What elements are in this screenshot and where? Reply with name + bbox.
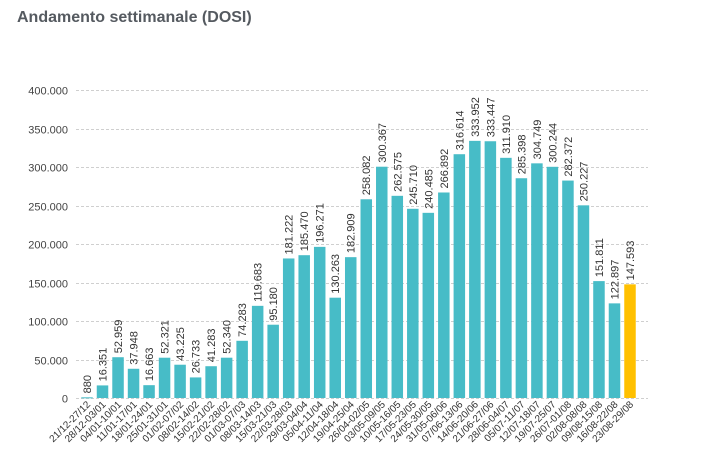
- bar: [360, 199, 373, 398]
- bar: [391, 195, 404, 398]
- data-label: 285.398: [516, 134, 528, 174]
- data-label: 147.593: [625, 241, 637, 281]
- data-label: 182.909: [346, 213, 358, 253]
- data-label: 26.733: [191, 340, 203, 374]
- y-tick-label: 300.000: [28, 163, 68, 175]
- data-label: 16.663: [144, 348, 156, 382]
- chart-title: Andamento settimanale (DOSI): [17, 9, 252, 26]
- data-label: 300.367: [377, 123, 389, 163]
- bar: [515, 178, 528, 398]
- bar: [251, 305, 264, 398]
- y-axis-ticks: 0 50.000 100.000 150.000 200.000 250.000 300.0…: [28, 86, 68, 406]
- data-label: 181.222: [284, 215, 296, 255]
- bar: [267, 324, 279, 398]
- bar: [500, 157, 512, 398]
- bar: [562, 180, 574, 398]
- bar: [189, 377, 202, 398]
- bar: [220, 357, 233, 398]
- bar: [438, 192, 450, 398]
- data-label: 52.321: [160, 320, 172, 354]
- data-label: 240.485: [423, 169, 435, 209]
- data-label: 282.372: [563, 137, 575, 177]
- data-label: 250.227: [578, 162, 590, 202]
- bar: [81, 397, 93, 399]
- bar: [593, 281, 605, 398]
- data-label: 196.271: [315, 203, 327, 243]
- data-label: 119.683: [253, 263, 265, 302]
- data-label: 185.470: [299, 211, 311, 251]
- bar: [158, 357, 171, 398]
- bar: [624, 284, 636, 398]
- y-tick-label: 150.000: [28, 279, 68, 291]
- bar: [422, 212, 435, 398]
- data-label: 304.749: [532, 120, 544, 160]
- bar: [453, 154, 466, 398]
- bar: [282, 258, 295, 398]
- data-label: 333.447: [485, 97, 497, 137]
- data-label: 16.351: [98, 348, 110, 382]
- data-label: 52.340: [222, 320, 234, 354]
- y-tick-label: 250.000: [28, 202, 68, 214]
- data-label: 262.575: [392, 152, 404, 192]
- bars: [81, 140, 636, 399]
- bar: [298, 255, 310, 398]
- bar: [546, 166, 559, 398]
- data-label: 333.952: [470, 97, 482, 137]
- y-tick-label: 100.000: [28, 317, 68, 329]
- y-tick-label: 0: [62, 394, 68, 406]
- data-label: 37.948: [129, 331, 141, 365]
- data-label: 880: [82, 375, 94, 393]
- y-tick-label: 50.000: [34, 356, 68, 368]
- data-label: 52.959: [113, 320, 125, 354]
- x-axis-labels: 21/12-27/1228/12-03/0104/01-10/0111/01-1…: [48, 399, 637, 445]
- bar: [174, 364, 186, 398]
- bar: [205, 366, 217, 398]
- bar: [143, 385, 155, 398]
- bar: [96, 385, 109, 398]
- y-tick-label: 350.000: [28, 125, 68, 137]
- data-label: 300.244: [547, 123, 559, 163]
- bar: [236, 340, 248, 398]
- data-label: 122.897: [609, 260, 621, 300]
- bar: [484, 141, 497, 398]
- bar: [313, 246, 326, 398]
- y-tick-label: 200.000: [28, 240, 68, 252]
- y-tick-label: 400.000: [28, 86, 68, 98]
- data-label: 41.283: [206, 329, 218, 363]
- bar: [577, 205, 590, 398]
- data-label: 43.225: [175, 327, 187, 361]
- bar: [531, 163, 543, 398]
- data-label: 266.892: [439, 149, 451, 189]
- bar: [469, 140, 481, 399]
- bar: [608, 303, 621, 398]
- data-label: 95.180: [268, 287, 280, 321]
- bar: [376, 166, 388, 398]
- data-label: 311.910: [501, 115, 513, 154]
- bar: [112, 357, 124, 398]
- data-label: 74.283: [237, 303, 249, 337]
- data-label: 245.710: [408, 165, 420, 205]
- bar: [127, 368, 140, 398]
- bar: [344, 257, 357, 398]
- data-label: 316.614: [454, 110, 466, 150]
- data-label: 130.263: [330, 254, 342, 294]
- bar: [407, 208, 419, 398]
- data-label: 258.082: [361, 156, 373, 196]
- data-label: 151.811: [594, 238, 606, 277]
- bar: [329, 297, 341, 398]
